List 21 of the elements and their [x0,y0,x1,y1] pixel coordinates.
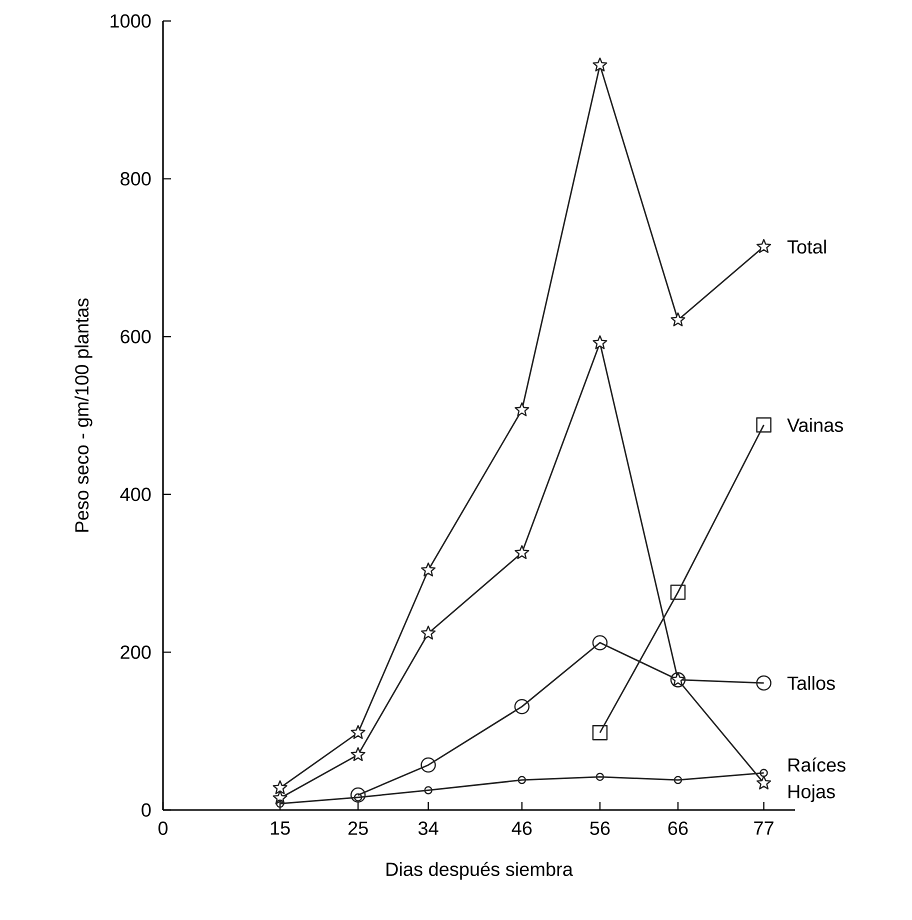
series-label: Vainas [787,418,843,432]
y-tick-label: 800 [120,172,151,186]
x-tick-label: 15 [270,822,290,835]
x-tick-label: 77 [754,822,774,835]
y-tick-label: 0 [142,803,151,817]
x-tick-label: 66 [668,822,688,835]
x-tick-label: 34 [418,822,438,835]
y-tick-label: 600 [120,330,151,344]
series-label: Tallos [787,676,835,690]
x-tick-label: 46 [512,822,532,835]
x-tick-label: 25 [348,822,368,835]
y-tick-label: 1000 [110,14,151,28]
y-tick-label: 200 [120,645,151,659]
y-tick-label: 400 [120,488,151,502]
series-label: Hojas [788,784,835,802]
series-label: Total [787,240,826,254]
y-axis-title: Peso seco - gm/100 plantas [74,298,92,532]
x-axis-title: Dias después siembra [386,862,573,880]
series-label: Raíces [788,758,846,772]
x-tick-label: 56 [590,822,610,835]
x-tick-label: 0 [158,822,168,835]
